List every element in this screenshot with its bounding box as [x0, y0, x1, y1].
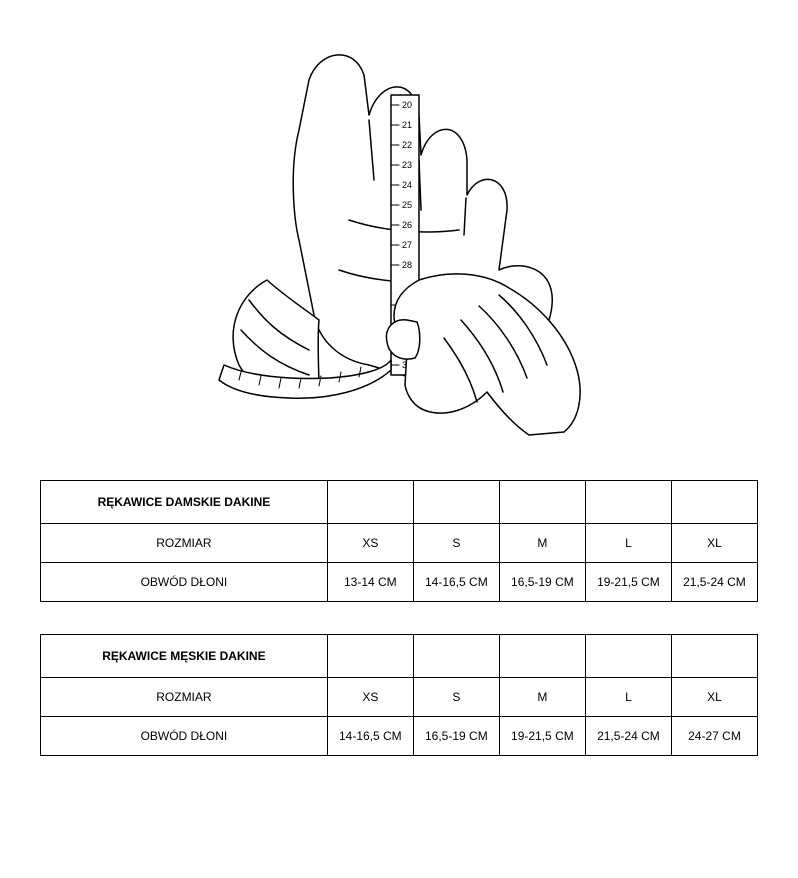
table-cell: S	[413, 524, 499, 563]
ruler-mark: 21	[402, 120, 412, 130]
ruler-mark: 26	[402, 220, 412, 230]
table-cell: M	[499, 524, 585, 563]
row-label: OBWÓD DŁONI	[41, 717, 328, 756]
table-row: OBWÓD DŁONI 13-14 CM 14-16,5 CM 16,5-19 …	[41, 563, 758, 602]
table-row: OBWÓD DŁONI 14-16,5 CM 16,5-19 CM 19-21,…	[41, 717, 758, 756]
table-cell: 21,5-24 CM	[585, 717, 671, 756]
row-label: OBWÓD DŁONI	[41, 563, 328, 602]
table-cell	[499, 635, 585, 678]
ruler-mark: 20	[402, 100, 412, 110]
table-cell: S	[413, 678, 499, 717]
table-cell: XS	[327, 524, 413, 563]
table-title: RĘKAWICE DAMSKIE DAKINE	[41, 481, 328, 524]
ruler-mark: 27	[402, 240, 412, 250]
table-cell	[413, 481, 499, 524]
table-cell: XL	[671, 678, 757, 717]
table-cell: 19-21,5 CM	[499, 717, 585, 756]
table-cell: M	[499, 678, 585, 717]
table-row: RĘKAWICE DAMSKIE DAKINE	[41, 481, 758, 524]
table-cell: 21,5-24 CM	[671, 563, 757, 602]
ruler-mark: 28	[402, 260, 412, 270]
size-table-women: RĘKAWICE DAMSKIE DAKINE ROZMIAR XS S M L…	[40, 480, 758, 602]
page: 20 21 22 23 24 25 26 27 28 32 33 34 35	[0, 0, 798, 808]
ruler-mark: 25	[402, 200, 412, 210]
size-table-men: RĘKAWICE MĘSKIE DAKINE ROZMIAR XS S M L …	[40, 634, 758, 756]
hand-measuring-illustration: 20 21 22 23 24 25 26 27 28 32 33 34 35	[169, 20, 629, 440]
table-cell: XL	[671, 524, 757, 563]
table-row: ROZMIAR XS S M L XL	[41, 678, 758, 717]
row-label: ROZMIAR	[41, 524, 328, 563]
table-cell: L	[585, 524, 671, 563]
table-cell: 16,5-19 CM	[413, 717, 499, 756]
table-cell: 14-16,5 CM	[327, 717, 413, 756]
table-cell	[413, 635, 499, 678]
table-cell	[671, 635, 757, 678]
row-label: ROZMIAR	[41, 678, 328, 717]
ruler-mark: 24	[402, 180, 412, 190]
illustration-container: 20 21 22 23 24 25 26 27 28 32 33 34 35	[40, 20, 758, 440]
table-cell: 13-14 CM	[327, 563, 413, 602]
table-cell	[327, 481, 413, 524]
table-cell	[585, 481, 671, 524]
table-cell: 16,5-19 CM	[499, 563, 585, 602]
table-cell: 14-16,5 CM	[413, 563, 499, 602]
table-cell	[327, 635, 413, 678]
table-cell: 19-21,5 CM	[585, 563, 671, 602]
table-cell: 24-27 CM	[671, 717, 757, 756]
table-cell	[671, 481, 757, 524]
table-row: ROZMIAR XS S M L XL	[41, 524, 758, 563]
table-cell	[585, 635, 671, 678]
table-cell: L	[585, 678, 671, 717]
ruler-mark: 23	[402, 160, 412, 170]
ruler-mark: 22	[402, 140, 412, 150]
table-cell: XS	[327, 678, 413, 717]
table-cell	[499, 481, 585, 524]
table-row: RĘKAWICE MĘSKIE DAKINE	[41, 635, 758, 678]
table-title: RĘKAWICE MĘSKIE DAKINE	[41, 635, 328, 678]
